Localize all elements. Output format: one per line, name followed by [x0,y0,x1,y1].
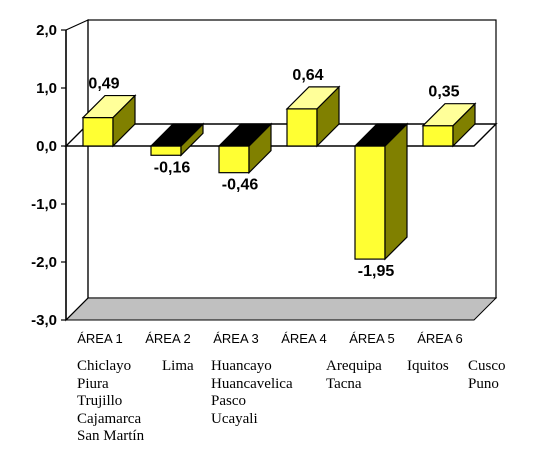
bar-top [217,123,273,147]
city-label: Arequipa [326,358,382,374]
y-tick-label: 2,0 [36,22,57,39]
x-tick-label: ÁREA 5 [349,331,395,346]
city-label: Piura [77,375,109,392]
floor [64,297,498,321]
back-wall [87,19,497,299]
area-5-cities: Iquitos [407,358,449,376]
y-tick-label: 0,0 [36,138,57,155]
bar-top [285,86,341,110]
data-label: -0,46 [222,177,259,194]
x-tick-label: ÁREA 3 [213,331,259,346]
city-label: Iquitos [407,358,449,374]
x-tick-label: ÁREA 4 [281,331,327,346]
x-tick-label: ÁREA 6 [417,331,463,346]
bar [422,125,454,147]
city-label: Lima [162,358,194,374]
city-label: Huancavelica [211,375,293,392]
bar [286,108,318,147]
city-label: Cusco [468,358,506,374]
y-tick-label: 1,0 [36,80,57,97]
data-label: 0,35 [428,84,459,101]
city-label: Pasco [211,393,246,410]
bar-top [353,123,409,147]
area-4-cities: Arequipa Tacna [326,358,382,393]
bar [82,116,114,147]
bar-top [81,94,137,119]
bar-side [384,122,408,261]
side-wall [65,19,89,322]
bar-top [421,103,477,127]
city-label: Cajamarca [77,410,142,427]
city-label: Puno [468,375,499,392]
data-label: -1,95 [358,263,395,280]
bar [150,145,182,156]
y-tick-label: -2,0 [31,254,57,271]
x-tick-label: ÁREA 2 [145,331,191,346]
data-label: -0,16 [154,159,191,176]
area-3-cities: Huancayo Huancavelica Pasco Ucayali [211,358,293,428]
y-tick-label: -3,0 [31,312,57,329]
area-1-cities: Chiclayo Piura Trujillo Cajamarca San Ma… [77,358,144,446]
data-label: 0,64 [292,67,323,84]
city-label: San Martín [77,428,145,445]
area-2-cities: Lima [162,358,194,376]
city-label: Tacna [326,375,362,392]
x-tick-label: ÁREA 1 [77,331,123,346]
area-6-cities: Cusco Puno [468,358,506,393]
bar [218,145,250,174]
city-label: Trujillo [77,393,123,410]
bar-top [149,123,205,147]
bar [354,145,386,260]
city-label: Ucayali [211,410,258,427]
city-label: Chiclayo [77,358,132,374]
city-label: Huancayo [211,358,272,374]
y-tick-label: -1,0 [31,196,57,213]
data-label: 0,49 [88,76,119,93]
